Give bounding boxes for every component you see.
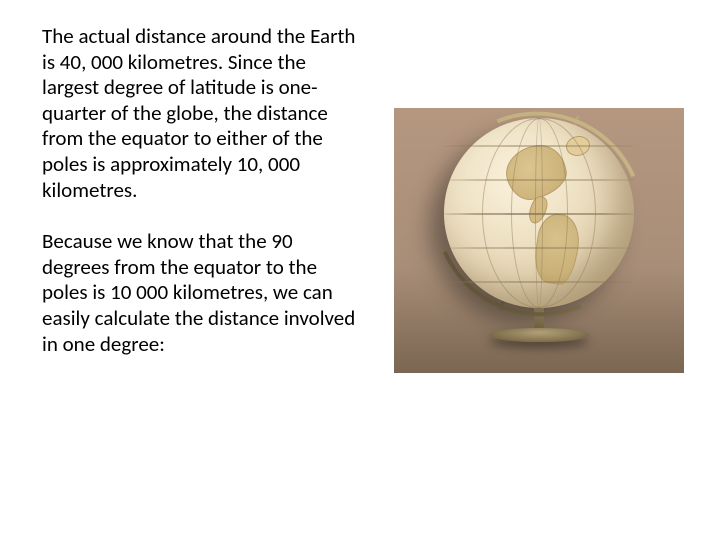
body-text-column: The actual distance around the Earth is … <box>42 24 362 383</box>
globe-stand-base <box>489 328 589 342</box>
globe-sphere <box>444 118 634 308</box>
paragraph-1: The actual distance around the Earth is … <box>42 24 362 203</box>
landmass-north-america <box>500 139 571 205</box>
globe-photo <box>394 108 684 373</box>
paragraph-2: Because we know that the 90 degrees from… <box>42 229 362 357</box>
landmass-greenland <box>566 136 590 156</box>
landmass-south-america <box>531 211 582 286</box>
globe-illustration <box>434 118 644 363</box>
